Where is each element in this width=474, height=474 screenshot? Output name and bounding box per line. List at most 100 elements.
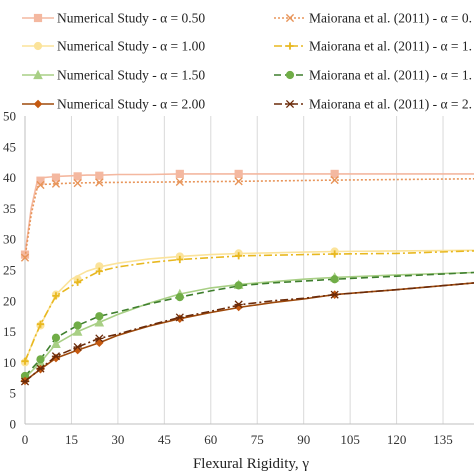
data-point bbox=[175, 177, 184, 187]
y-tick-label: 20 bbox=[3, 293, 16, 308]
legend-entry: Maiorana et al. (2011) - α = 2. bbox=[274, 97, 472, 112]
series-line bbox=[24, 282, 474, 383]
data-point bbox=[175, 293, 184, 302]
legend-marker bbox=[285, 13, 295, 23]
series-layer bbox=[20, 169, 474, 386]
legend-label: Maiorana et al. (2011) - α = 0. bbox=[309, 11, 472, 26]
data-point bbox=[73, 172, 82, 181]
legend-marker bbox=[285, 70, 295, 80]
series-6 bbox=[20, 271, 474, 381]
data-point bbox=[51, 352, 61, 361]
legend-entry: Numerical Study - α = 2.00 bbox=[22, 97, 205, 112]
data-point bbox=[36, 180, 45, 190]
legend-marker bbox=[33, 41, 43, 51]
data-point bbox=[36, 364, 45, 373]
data-point bbox=[94, 317, 105, 327]
series-4 bbox=[21, 250, 474, 365]
legend-marker bbox=[285, 99, 295, 109]
legend-marker bbox=[33, 69, 43, 80]
x-tick-label: 135 bbox=[433, 432, 453, 447]
data-point bbox=[51, 173, 61, 182]
series-7 bbox=[20, 282, 474, 386]
legend-entry: Numerical Study - α = 0.50 bbox=[22, 11, 205, 26]
data-point bbox=[235, 252, 243, 260]
data-point bbox=[95, 178, 104, 187]
data-point bbox=[330, 275, 339, 284]
x-tick-label: 105 bbox=[340, 432, 360, 447]
data-point bbox=[52, 292, 60, 300]
legend-label: Numerical Study - α = 0.50 bbox=[57, 11, 205, 26]
data-point bbox=[234, 281, 243, 290]
data-point bbox=[21, 357, 29, 365]
legend-entry: Numerical Study - α = 1.00 bbox=[22, 39, 205, 54]
data-point bbox=[234, 177, 243, 186]
series-line bbox=[24, 178, 474, 258]
y-tick-label: 5 bbox=[10, 386, 17, 401]
y-tick-label: 50 bbox=[3, 109, 16, 124]
y-tick-label: 10 bbox=[3, 355, 16, 370]
legend-entry: Maiorana et al. (2011) - α = 1. bbox=[274, 39, 472, 54]
data-point bbox=[176, 255, 184, 264]
axes: 0 15 30 45 60 75 90 105 120 135 0 5 10 15 20 25 30 35 40 45… bbox=[3, 109, 474, 447]
data-point bbox=[73, 321, 82, 330]
legend-label: Numerical Study - α = 1.00 bbox=[57, 39, 205, 54]
legend-marker bbox=[33, 13, 43, 23]
x-tick-label: 0 bbox=[22, 432, 29, 447]
grid-lines bbox=[24, 116, 444, 424]
data-point bbox=[36, 320, 45, 328]
series-line bbox=[24, 282, 474, 382]
data-point bbox=[95, 334, 104, 343]
data-point bbox=[36, 355, 45, 364]
data-point bbox=[73, 179, 82, 188]
x-tick-label: 75 bbox=[251, 432, 264, 447]
y-tick-label: 30 bbox=[3, 232, 16, 247]
data-point bbox=[51, 338, 61, 349]
legend: Numerical Study - α = 0.50 Maiorana et al… bbox=[22, 11, 472, 112]
x-tick-label: 120 bbox=[387, 432, 407, 447]
y-tick-label: 35 bbox=[3, 201, 16, 216]
data-point bbox=[72, 326, 83, 336]
data-point bbox=[73, 342, 82, 352]
legend-entry: Maiorana et al. (2011) - α = 0. bbox=[274, 11, 472, 26]
x-tick-label: 45 bbox=[158, 432, 171, 447]
legend-label: Maiorana et al. (2011) - α = 1. bbox=[309, 39, 472, 54]
y-tick-label: 25 bbox=[3, 263, 16, 278]
data-point bbox=[330, 290, 339, 299]
x-tick-label: 15 bbox=[65, 432, 78, 447]
legend-label: Maiorana et al. (2011) - α = 2. bbox=[309, 97, 472, 112]
y-tick-label: 15 bbox=[3, 324, 16, 339]
legend-marker bbox=[33, 99, 43, 109]
y-tick-label: 45 bbox=[3, 139, 16, 154]
data-point bbox=[95, 312, 104, 321]
data-point bbox=[20, 377, 30, 386]
series-2 bbox=[20, 175, 474, 262]
x-tick-label: 60 bbox=[204, 432, 217, 447]
data-point bbox=[175, 169, 184, 179]
legend-marker bbox=[286, 42, 294, 50]
data-point bbox=[74, 278, 82, 286]
y-tick-label: 40 bbox=[3, 170, 16, 185]
data-point bbox=[20, 253, 30, 262]
y-tick-label: 0 bbox=[10, 417, 17, 432]
data-point bbox=[95, 267, 103, 275]
x-tick-label: 90 bbox=[297, 432, 310, 447]
legend-label: Numerical Study - α = 1.50 bbox=[57, 68, 205, 83]
data-point bbox=[330, 169, 339, 179]
data-point bbox=[51, 333, 61, 342]
legend-entry: Maiorana et al. (2011) - α = 1. bbox=[274, 68, 472, 83]
legend-label: Maiorana et al. (2011) - α = 1. bbox=[309, 68, 472, 83]
data-point bbox=[95, 171, 104, 180]
data-point bbox=[175, 313, 184, 322]
legend-label: Numerical Study - α = 2.00 bbox=[57, 97, 205, 112]
series-8 bbox=[20, 282, 474, 386]
x-tick-label: 30 bbox=[111, 432, 124, 447]
x-axis-title: Flexural Rigidity, γ bbox=[193, 456, 309, 472]
series-line bbox=[24, 173, 474, 255]
data-point bbox=[331, 250, 339, 258]
legend-entry: Numerical Study - α = 1.50 bbox=[22, 68, 205, 83]
series-line bbox=[24, 249, 474, 363]
data-point bbox=[234, 300, 243, 309]
data-point bbox=[51, 179, 61, 188]
